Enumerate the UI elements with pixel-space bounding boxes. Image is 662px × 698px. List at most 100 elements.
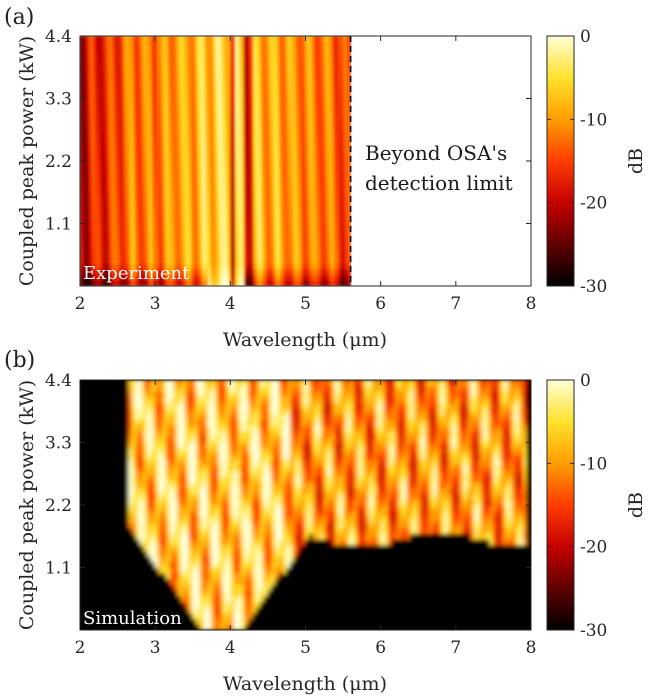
heatmap-cell xyxy=(230,211,234,219)
heatmap-cell xyxy=(212,228,216,236)
heatmap-cell xyxy=(273,217,277,224)
heatmap-cell xyxy=(212,223,216,230)
heatmap-cell xyxy=(124,188,128,196)
heatmap-cell xyxy=(217,98,221,105)
heatmap-cell xyxy=(80,223,83,230)
heatmap-cell xyxy=(219,240,223,247)
heatmap-cell xyxy=(153,154,158,162)
heatmap-cell xyxy=(124,137,128,145)
heatmap-cell xyxy=(133,228,137,236)
heatmap-cell xyxy=(210,103,214,111)
heatmap-cell xyxy=(97,234,101,242)
heatmap-cell xyxy=(102,268,106,276)
heatmap-cell xyxy=(248,279,252,286)
heatmap-cell xyxy=(311,80,316,88)
heatmap-cell xyxy=(208,228,212,236)
heatmap-cell xyxy=(280,240,284,247)
heatmap-cell xyxy=(230,257,234,264)
heatmap-cell xyxy=(189,274,194,281)
heatmap-cell xyxy=(273,126,277,134)
heatmap-cell xyxy=(316,279,320,286)
heatmap-cell xyxy=(305,109,309,117)
heatmap-cell xyxy=(214,143,219,151)
heatmap-cell xyxy=(86,126,90,134)
heatmap-cell xyxy=(275,262,279,270)
heatmap-cell xyxy=(126,109,131,117)
heatmap-cell xyxy=(80,132,83,139)
heatmap-cell xyxy=(131,58,135,65)
heatmap-cell xyxy=(291,200,295,207)
heatmap-cell xyxy=(171,171,176,179)
heatmap-cell xyxy=(257,58,261,65)
heatmap-cell xyxy=(316,240,320,247)
heatmap-cell xyxy=(277,58,282,65)
heatmap-cell xyxy=(302,137,306,145)
heatmap-cell xyxy=(180,154,185,162)
heatmap-cell xyxy=(111,257,115,264)
heatmap-cell xyxy=(293,52,297,60)
heatmap-cell xyxy=(187,257,191,264)
heatmap-cell xyxy=(300,257,304,264)
heatmap-cell xyxy=(196,160,201,168)
heatmap-cell xyxy=(257,268,261,276)
heatmap-cell xyxy=(271,188,275,196)
heatmap-cell xyxy=(248,80,252,88)
heatmap-cell xyxy=(174,109,178,117)
heatmap-cell xyxy=(158,80,162,88)
heatmap-cell xyxy=(95,80,99,88)
heatmap-cell xyxy=(259,143,264,151)
heatmap-cell xyxy=(291,58,295,65)
heatmap-cell xyxy=(201,262,205,270)
heatmap-cell xyxy=(268,166,273,173)
heatmap-cell xyxy=(162,149,167,156)
heatmap-cell xyxy=(117,154,122,162)
heatmap-cell xyxy=(334,240,338,247)
heatmap-cell xyxy=(183,217,187,224)
heatmap-cell xyxy=(266,257,270,264)
heatmap-cell xyxy=(165,211,169,219)
heatmap-cell xyxy=(129,58,133,65)
heatmap-cell xyxy=(257,166,261,173)
heatmap-cell xyxy=(140,75,144,82)
heatmap-cell xyxy=(239,86,243,94)
heatmap-cell xyxy=(212,217,216,224)
heatmap-cell xyxy=(264,80,268,88)
heatmap-cell xyxy=(135,160,140,168)
heatmap-cell xyxy=(124,58,128,65)
heatmap-cell xyxy=(305,240,309,247)
heatmap-cell xyxy=(126,183,131,190)
heatmap-cell xyxy=(264,217,268,224)
heatmap-cell xyxy=(138,194,142,202)
heatmap-cell xyxy=(183,98,187,105)
heatmap-cell xyxy=(88,257,92,264)
heatmap-cell xyxy=(332,160,336,168)
heatmap-cell xyxy=(284,58,288,65)
heatmap-cell xyxy=(199,171,203,179)
heatmap-cell xyxy=(309,240,313,247)
heatmap-cell xyxy=(90,183,95,190)
heatmap-cell xyxy=(80,211,83,219)
heatmap-cell xyxy=(232,36,237,43)
heatmap-cell xyxy=(93,217,97,224)
heatmap-cell xyxy=(286,149,291,156)
heatmap-cell xyxy=(192,177,196,185)
heatmap-cell xyxy=(140,120,144,128)
heatmap-cell xyxy=(201,268,205,276)
heatmap-cell xyxy=(142,46,146,54)
heatmap-cell xyxy=(221,63,225,71)
heatmap-cell xyxy=(135,98,140,105)
heatmap-cell xyxy=(311,251,316,259)
heatmap-cell xyxy=(97,149,101,156)
heatmap-cell xyxy=(135,245,140,253)
heatmap-cell xyxy=(239,279,243,286)
heatmap-cell xyxy=(280,279,284,286)
heatmap-cell xyxy=(314,103,318,111)
heatmap-cell xyxy=(244,240,248,247)
heatmap-cell xyxy=(158,154,162,162)
heatmap-cell xyxy=(228,69,232,77)
heatmap-cell xyxy=(147,160,151,168)
heatmap-cell xyxy=(217,262,221,270)
heatmap-cell xyxy=(80,240,83,247)
heatmap-cell xyxy=(239,240,243,247)
heatmap-cell xyxy=(219,200,223,207)
